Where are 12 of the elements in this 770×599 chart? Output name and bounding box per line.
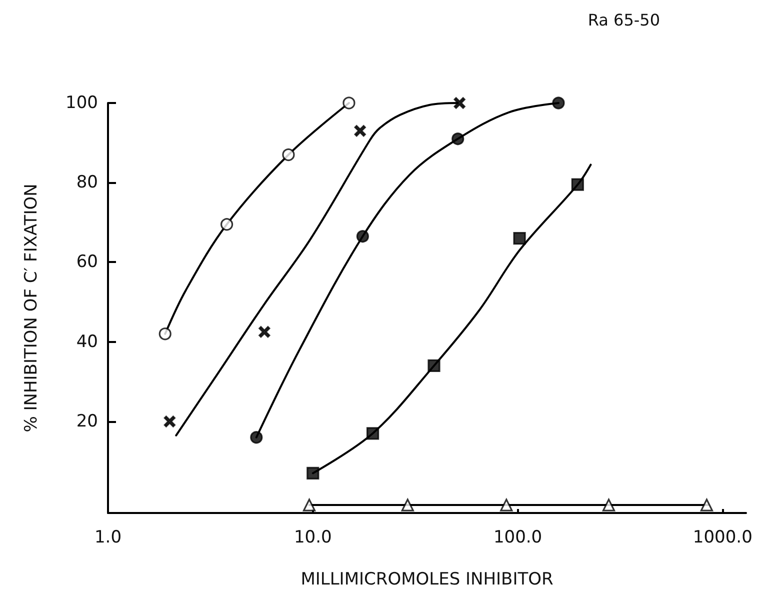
y-tick-label: 40 [76, 332, 98, 352]
x-tick-label: 100.0 [493, 528, 542, 548]
y-axis-title: % INHIBITION OF C′ FIXATION [22, 184, 42, 432]
x-tick-label: 1.0 [94, 528, 122, 548]
x-tick-label: 10.0 [294, 528, 332, 548]
y-tick-label: 60 [76, 252, 98, 272]
y-tick-label: 100 [66, 93, 98, 113]
y-tick-label: 20 [76, 411, 98, 432]
text: Ra 65-50 [588, 10, 660, 30]
y-tick-label: 80 [76, 172, 98, 193]
x-axis-title: MILLIMICROMOLES INHIBITOR [300, 570, 554, 590]
x-tick-label: 1000.0 [692, 528, 752, 548]
